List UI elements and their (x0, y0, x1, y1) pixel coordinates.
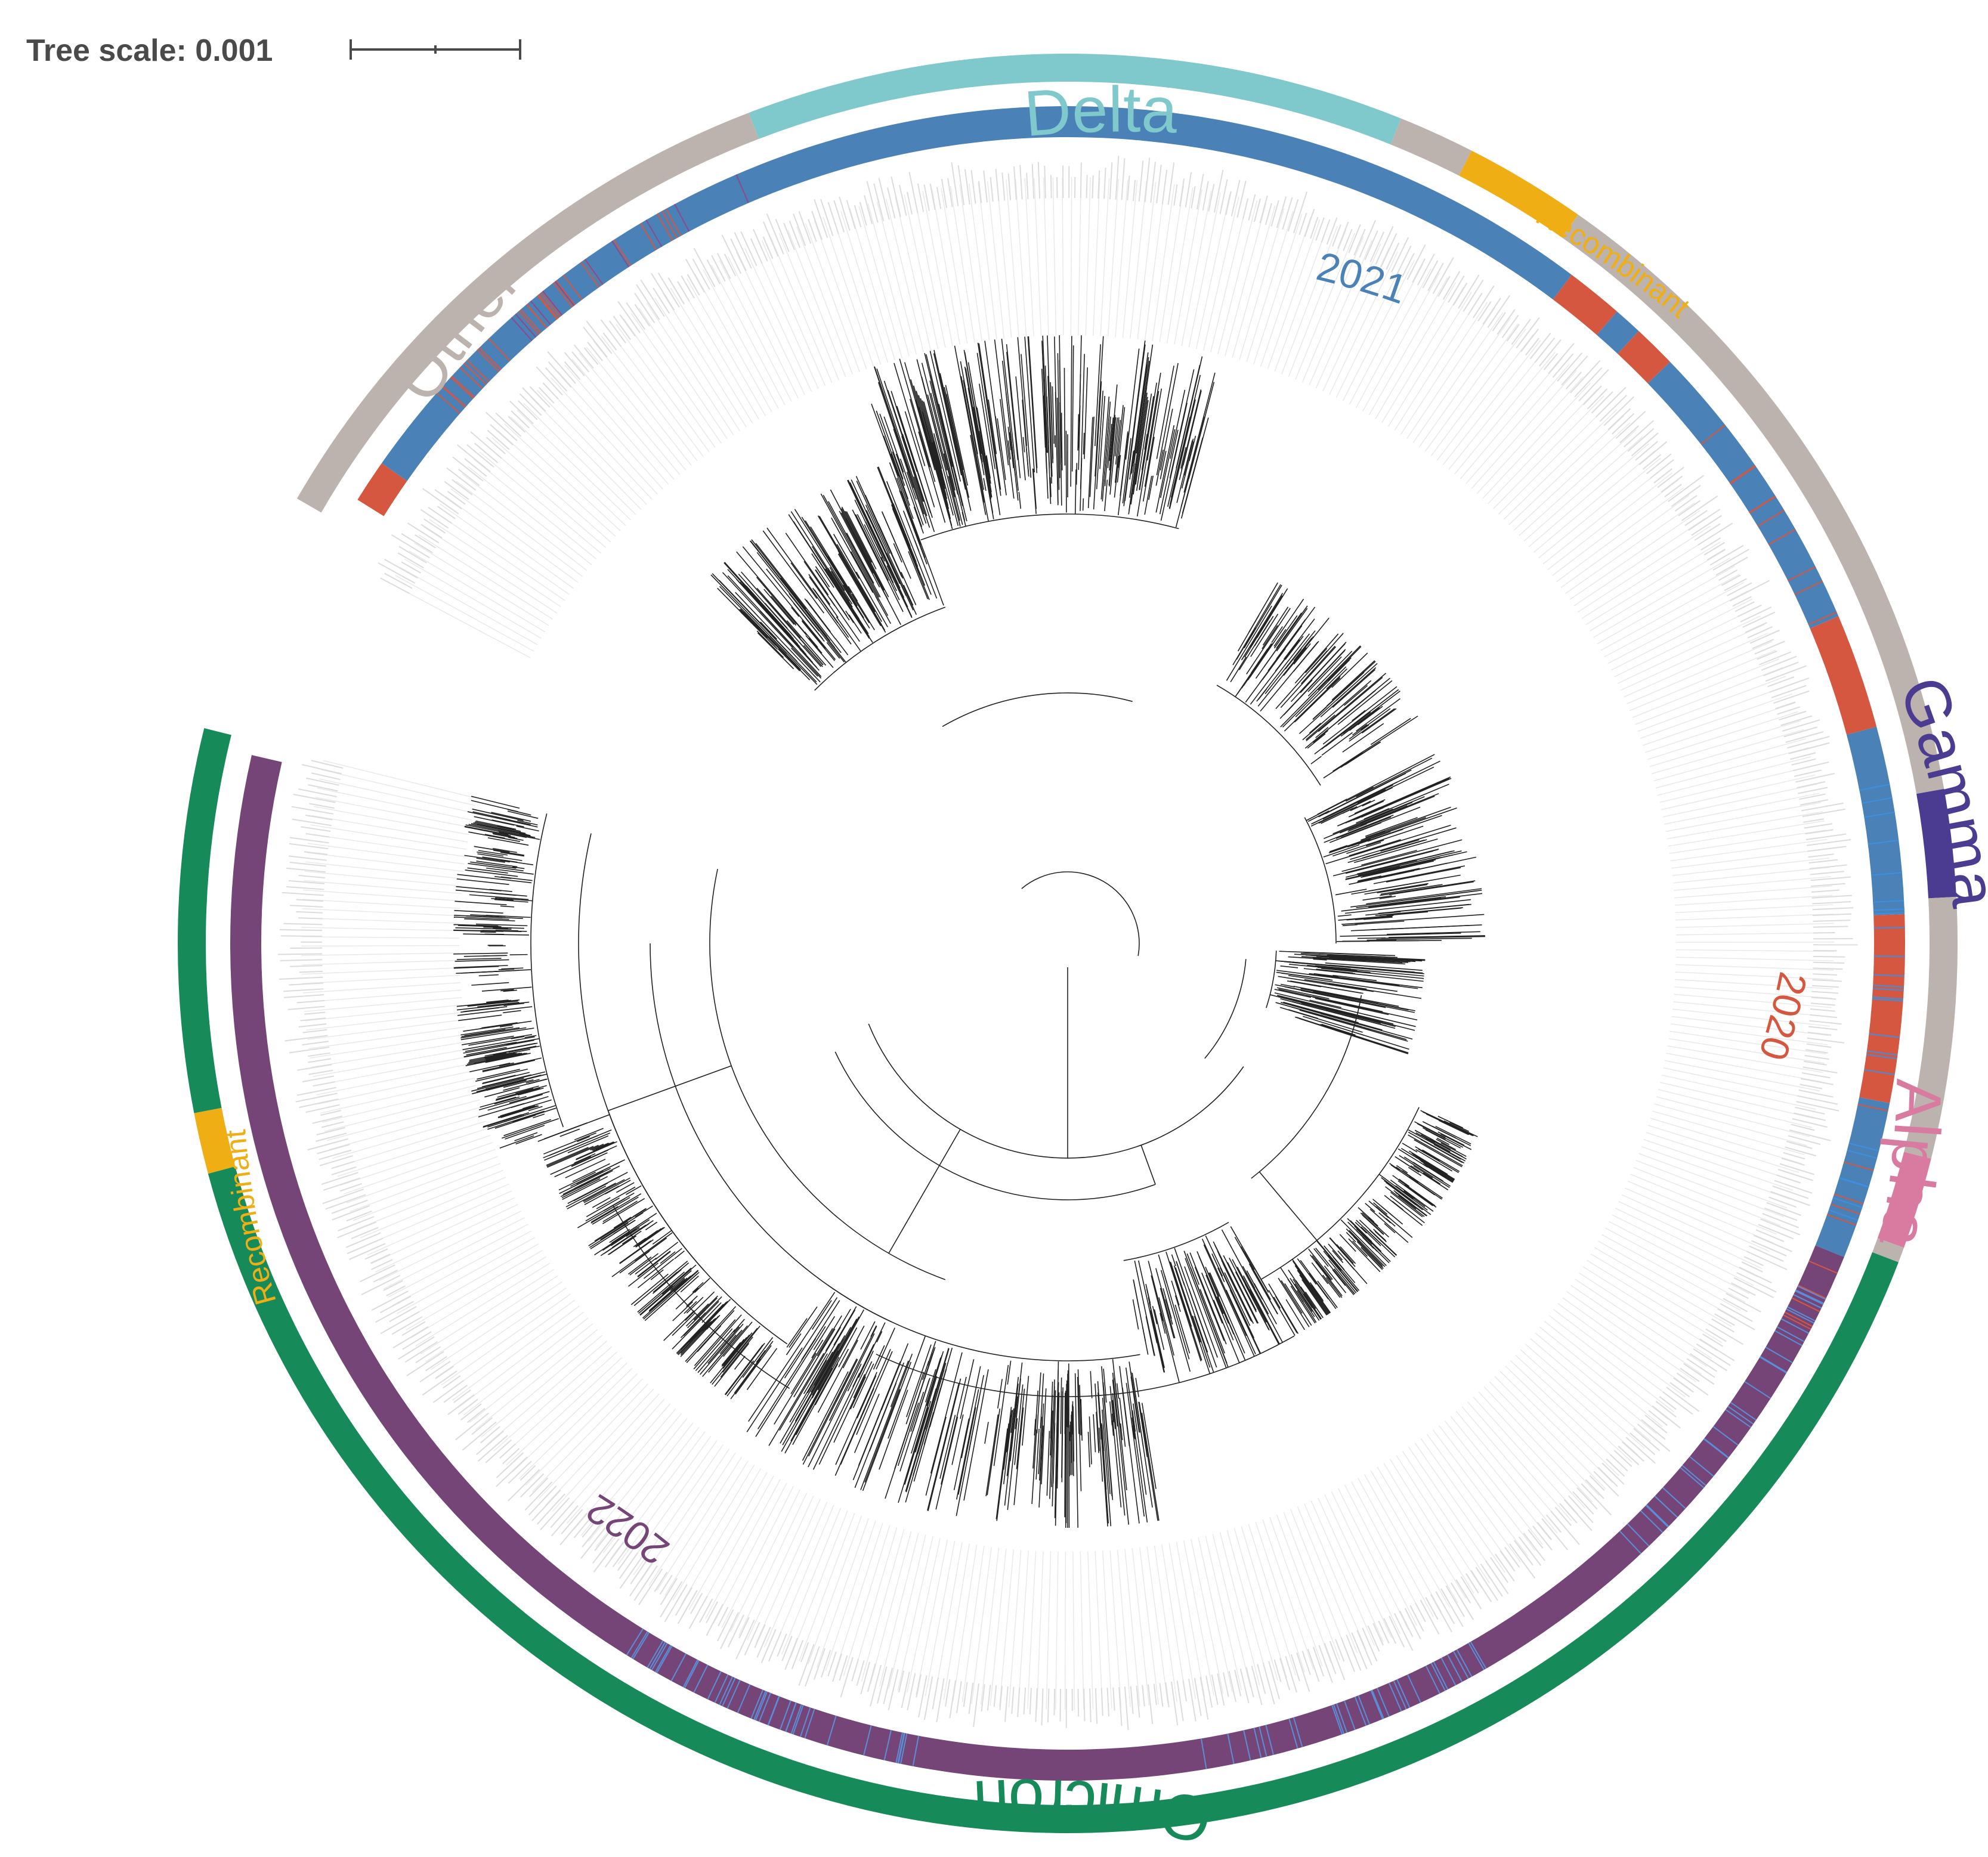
year-segment-2020 (1553, 274, 1618, 335)
year-ring-stripes (436, 174, 1905, 1769)
label-omicron: Omicron (972, 1766, 1217, 1857)
collection-year-ring (230, 106, 1905, 1781)
year-segment-2021 (1596, 311, 1639, 354)
label-recombinant-top: Recombinant (1531, 197, 1696, 324)
tree-scale: Tree scale: 0.001 (26, 33, 521, 68)
label-year-2022: 2022 (579, 1485, 677, 1574)
lineage-segment-gamma (1916, 788, 1956, 899)
label-delta: Delta (1022, 73, 1179, 150)
lineage-segment-other (1872, 1238, 1904, 1262)
lineage-segment-other (1904, 896, 1958, 1159)
tree-scale-bar (350, 39, 521, 60)
lineage-segment-alpha (1877, 1152, 1931, 1248)
tip-guide-lines (277, 156, 1858, 1731)
year-segment-2020 (1859, 914, 1905, 1103)
tree-scale-label: Tree scale: 0.001 (26, 33, 273, 68)
year-segment-2021 (1647, 361, 1839, 629)
year-segment-2020 (357, 463, 407, 516)
lineage-segment-other (1390, 118, 1472, 176)
lineage-segment-other (296, 113, 759, 513)
lineage-segment-other (1562, 214, 1944, 794)
label-year-2021: 2021 (1312, 243, 1412, 312)
year-segment-2020 (1810, 616, 1877, 735)
lineage-ring (178, 54, 1958, 1834)
year-segment-2021 (1846, 726, 1905, 915)
lineage-segment-omicron (178, 728, 231, 1113)
lineage-segment-delta (749, 54, 1401, 145)
lineage-segment-recombinant (194, 1107, 236, 1174)
clade-labels: Delta Other Recombinant 2021 Gamma Alpha… (218, 73, 1988, 1857)
phylogenetic-tree (453, 335, 1485, 1528)
lineage-segment-recombinant (1459, 150, 1578, 238)
year-segment-2020 (1618, 331, 1670, 383)
